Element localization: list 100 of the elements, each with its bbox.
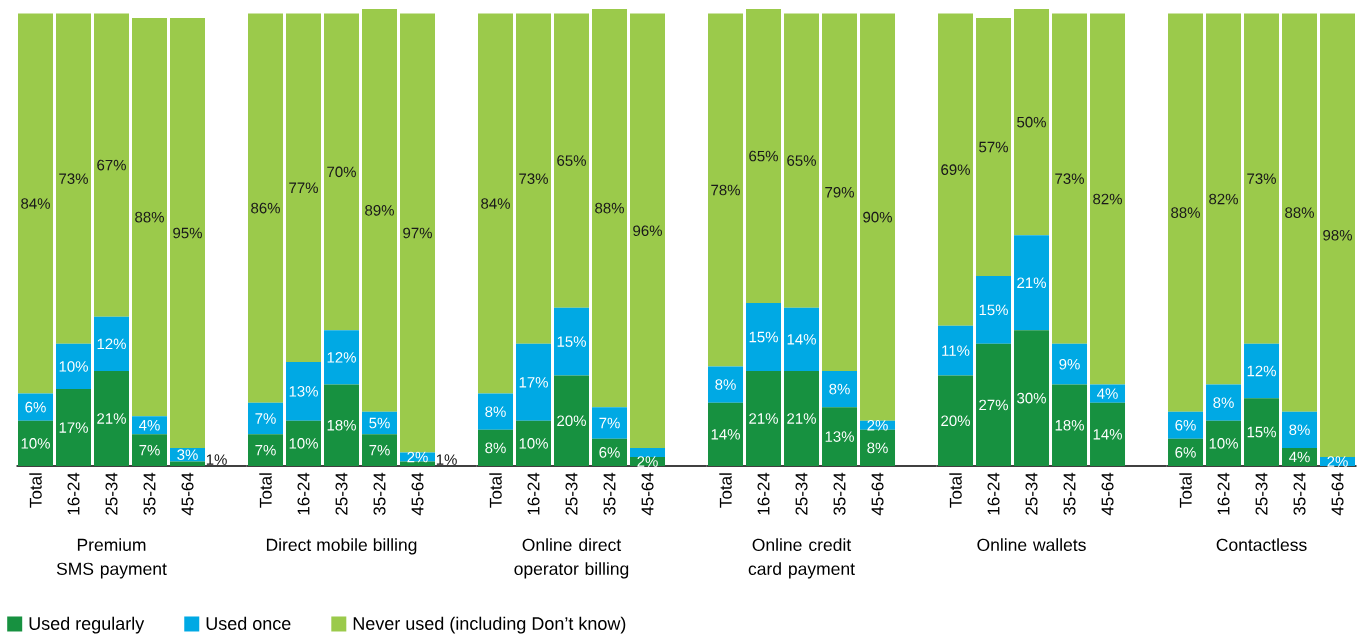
x-tick-label: 16-24 — [527, 472, 540, 515]
data-label: 98% — [1323, 229, 1352, 241]
bar — [630, 13, 666, 448]
bar — [1014, 330, 1050, 466]
legend-label: Used once — [206, 616, 291, 630]
data-label: 10% — [1209, 438, 1238, 449]
bar — [784, 307, 820, 371]
data-label: 18% — [327, 419, 356, 431]
bar — [860, 13, 896, 421]
data-label: 15% — [557, 336, 586, 347]
data-label: 10% — [21, 438, 50, 449]
bar — [94, 13, 129, 317]
bar — [170, 461, 205, 466]
bar — [1052, 384, 1088, 466]
data-label: 7% — [599, 417, 620, 429]
bar — [938, 375, 974, 466]
bar — [554, 13, 590, 308]
data-label: 88% — [135, 211, 164, 223]
data-label: 14% — [711, 429, 740, 440]
data-label: 30% — [1017, 392, 1046, 404]
x-axis-title: Premium SMS payment — [56, 538, 167, 579]
data-label: 73% — [59, 173, 88, 184]
bar — [1052, 343, 1088, 385]
bar — [822, 370, 858, 408]
x-axis-title: Online wallets — [977, 538, 1086, 552]
bar — [1282, 13, 1318, 412]
data-label: 6% — [1175, 419, 1196, 431]
bar — [1206, 13, 1242, 385]
bar — [516, 13, 552, 344]
x-tick-label: 25-34 — [565, 472, 578, 515]
bar — [1168, 411, 1204, 439]
data-label: 10% — [289, 438, 318, 449]
data-label: 1% — [206, 454, 227, 465]
bar — [822, 13, 858, 371]
data-label: 88% — [1171, 207, 1200, 218]
x-tick-label: 35-24 — [143, 472, 156, 516]
bar — [478, 13, 514, 394]
x-tick-label: 45-64 — [411, 472, 424, 516]
data-label: 69% — [941, 164, 970, 175]
bar — [1052, 13, 1088, 344]
data-label: 17% — [519, 377, 548, 388]
bar — [554, 307, 590, 376]
x-tick-label: 16-24 — [757, 472, 770, 515]
bar — [94, 316, 129, 371]
data-label: 79% — [825, 186, 854, 198]
data-label: 67% — [97, 159, 126, 171]
bar — [976, 343, 1012, 466]
bar — [56, 343, 91, 390]
x-tick-label: 35-24 — [1063, 472, 1076, 516]
x-tick-label: 35-24 — [373, 472, 386, 516]
bar — [18, 13, 53, 394]
x-tick-label: Total — [29, 473, 42, 508]
x-tick-label: Total — [489, 473, 502, 508]
data-label: 57% — [979, 141, 1008, 153]
data-label: 3% — [177, 449, 198, 460]
x-tick-label: Total — [1179, 473, 1192, 508]
data-label: 14% — [1093, 429, 1122, 440]
data-label: 8% — [485, 442, 506, 454]
x-tick-label: 25-34 — [335, 472, 348, 515]
data-label: 8% — [1213, 397, 1234, 408]
bar — [56, 13, 91, 344]
legend-label: Never used (including Don’t know) — [353, 616, 626, 634]
bar — [976, 18, 1012, 276]
bar — [1282, 411, 1318, 448]
x-tick-label: 25-34 — [795, 472, 808, 515]
bar — [286, 420, 321, 466]
data-label: 2% — [1327, 456, 1348, 467]
x-axis-title: Contactless — [1216, 538, 1307, 552]
bar — [1090, 402, 1126, 466]
data-label: 4% — [139, 420, 160, 431]
data-label: 2% — [637, 456, 658, 467]
data-label: 65% — [787, 155, 816, 166]
data-label: 65% — [749, 150, 778, 162]
data-label: 7% — [139, 444, 160, 456]
data-label: 1% — [436, 454, 457, 465]
bar — [708, 366, 744, 403]
bar — [18, 393, 53, 421]
data-label: 86% — [251, 202, 280, 214]
data-label: 97% — [403, 227, 432, 239]
data-label: 65% — [557, 155, 586, 166]
data-label: 27% — [979, 399, 1008, 411]
data-label: 15% — [979, 304, 1008, 316]
x-tick-label: 45-64 — [871, 472, 884, 516]
legend-label: Used regularly — [29, 616, 145, 634]
bar — [248, 434, 284, 466]
data-label: 70% — [327, 166, 356, 178]
data-label: 7% — [369, 444, 390, 456]
bar — [938, 13, 974, 326]
data-label: 13% — [289, 386, 318, 397]
data-label: 21% — [787, 413, 816, 424]
data-label: 2% — [407, 451, 428, 463]
bar — [400, 461, 436, 466]
bar — [554, 375, 590, 466]
bar — [18, 420, 53, 466]
bar — [708, 13, 744, 367]
data-label: 2% — [867, 419, 888, 431]
data-label: 12% — [97, 338, 126, 350]
data-label: 6% — [599, 447, 620, 458]
bar — [132, 434, 167, 466]
bar — [478, 393, 514, 430]
